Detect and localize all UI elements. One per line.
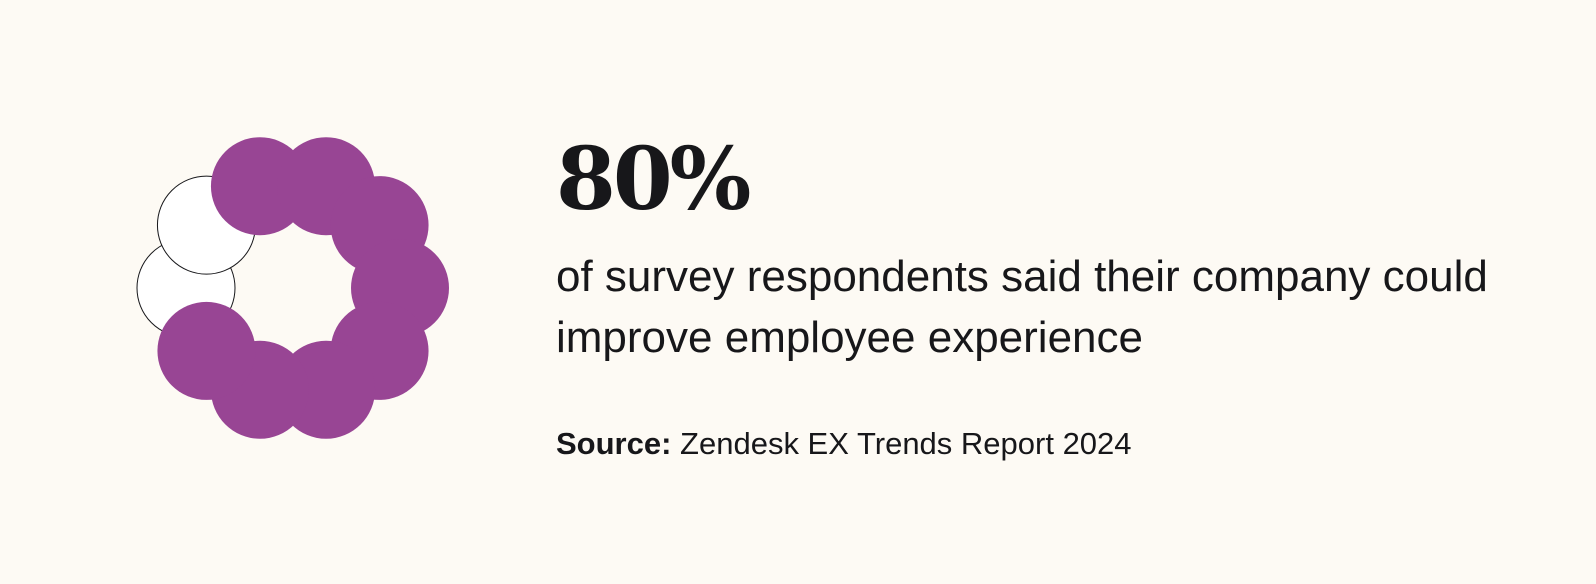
source-label: Source:: [556, 426, 672, 461]
source-text: Zendesk EX Trends Report 2024: [680, 426, 1132, 461]
stat-value: 80%: [556, 129, 751, 230]
stat-block: 80% of survey respondents said their com…: [556, 132, 1556, 368]
stat-description: of survey respondents said their company…: [556, 252, 1488, 362]
source-line: Source: Zendesk EX Trends Report 2024: [556, 424, 1132, 464]
percentage-ring-chart: [136, 137, 449, 439]
ring-unit-filled-8: [157, 301, 256, 400]
